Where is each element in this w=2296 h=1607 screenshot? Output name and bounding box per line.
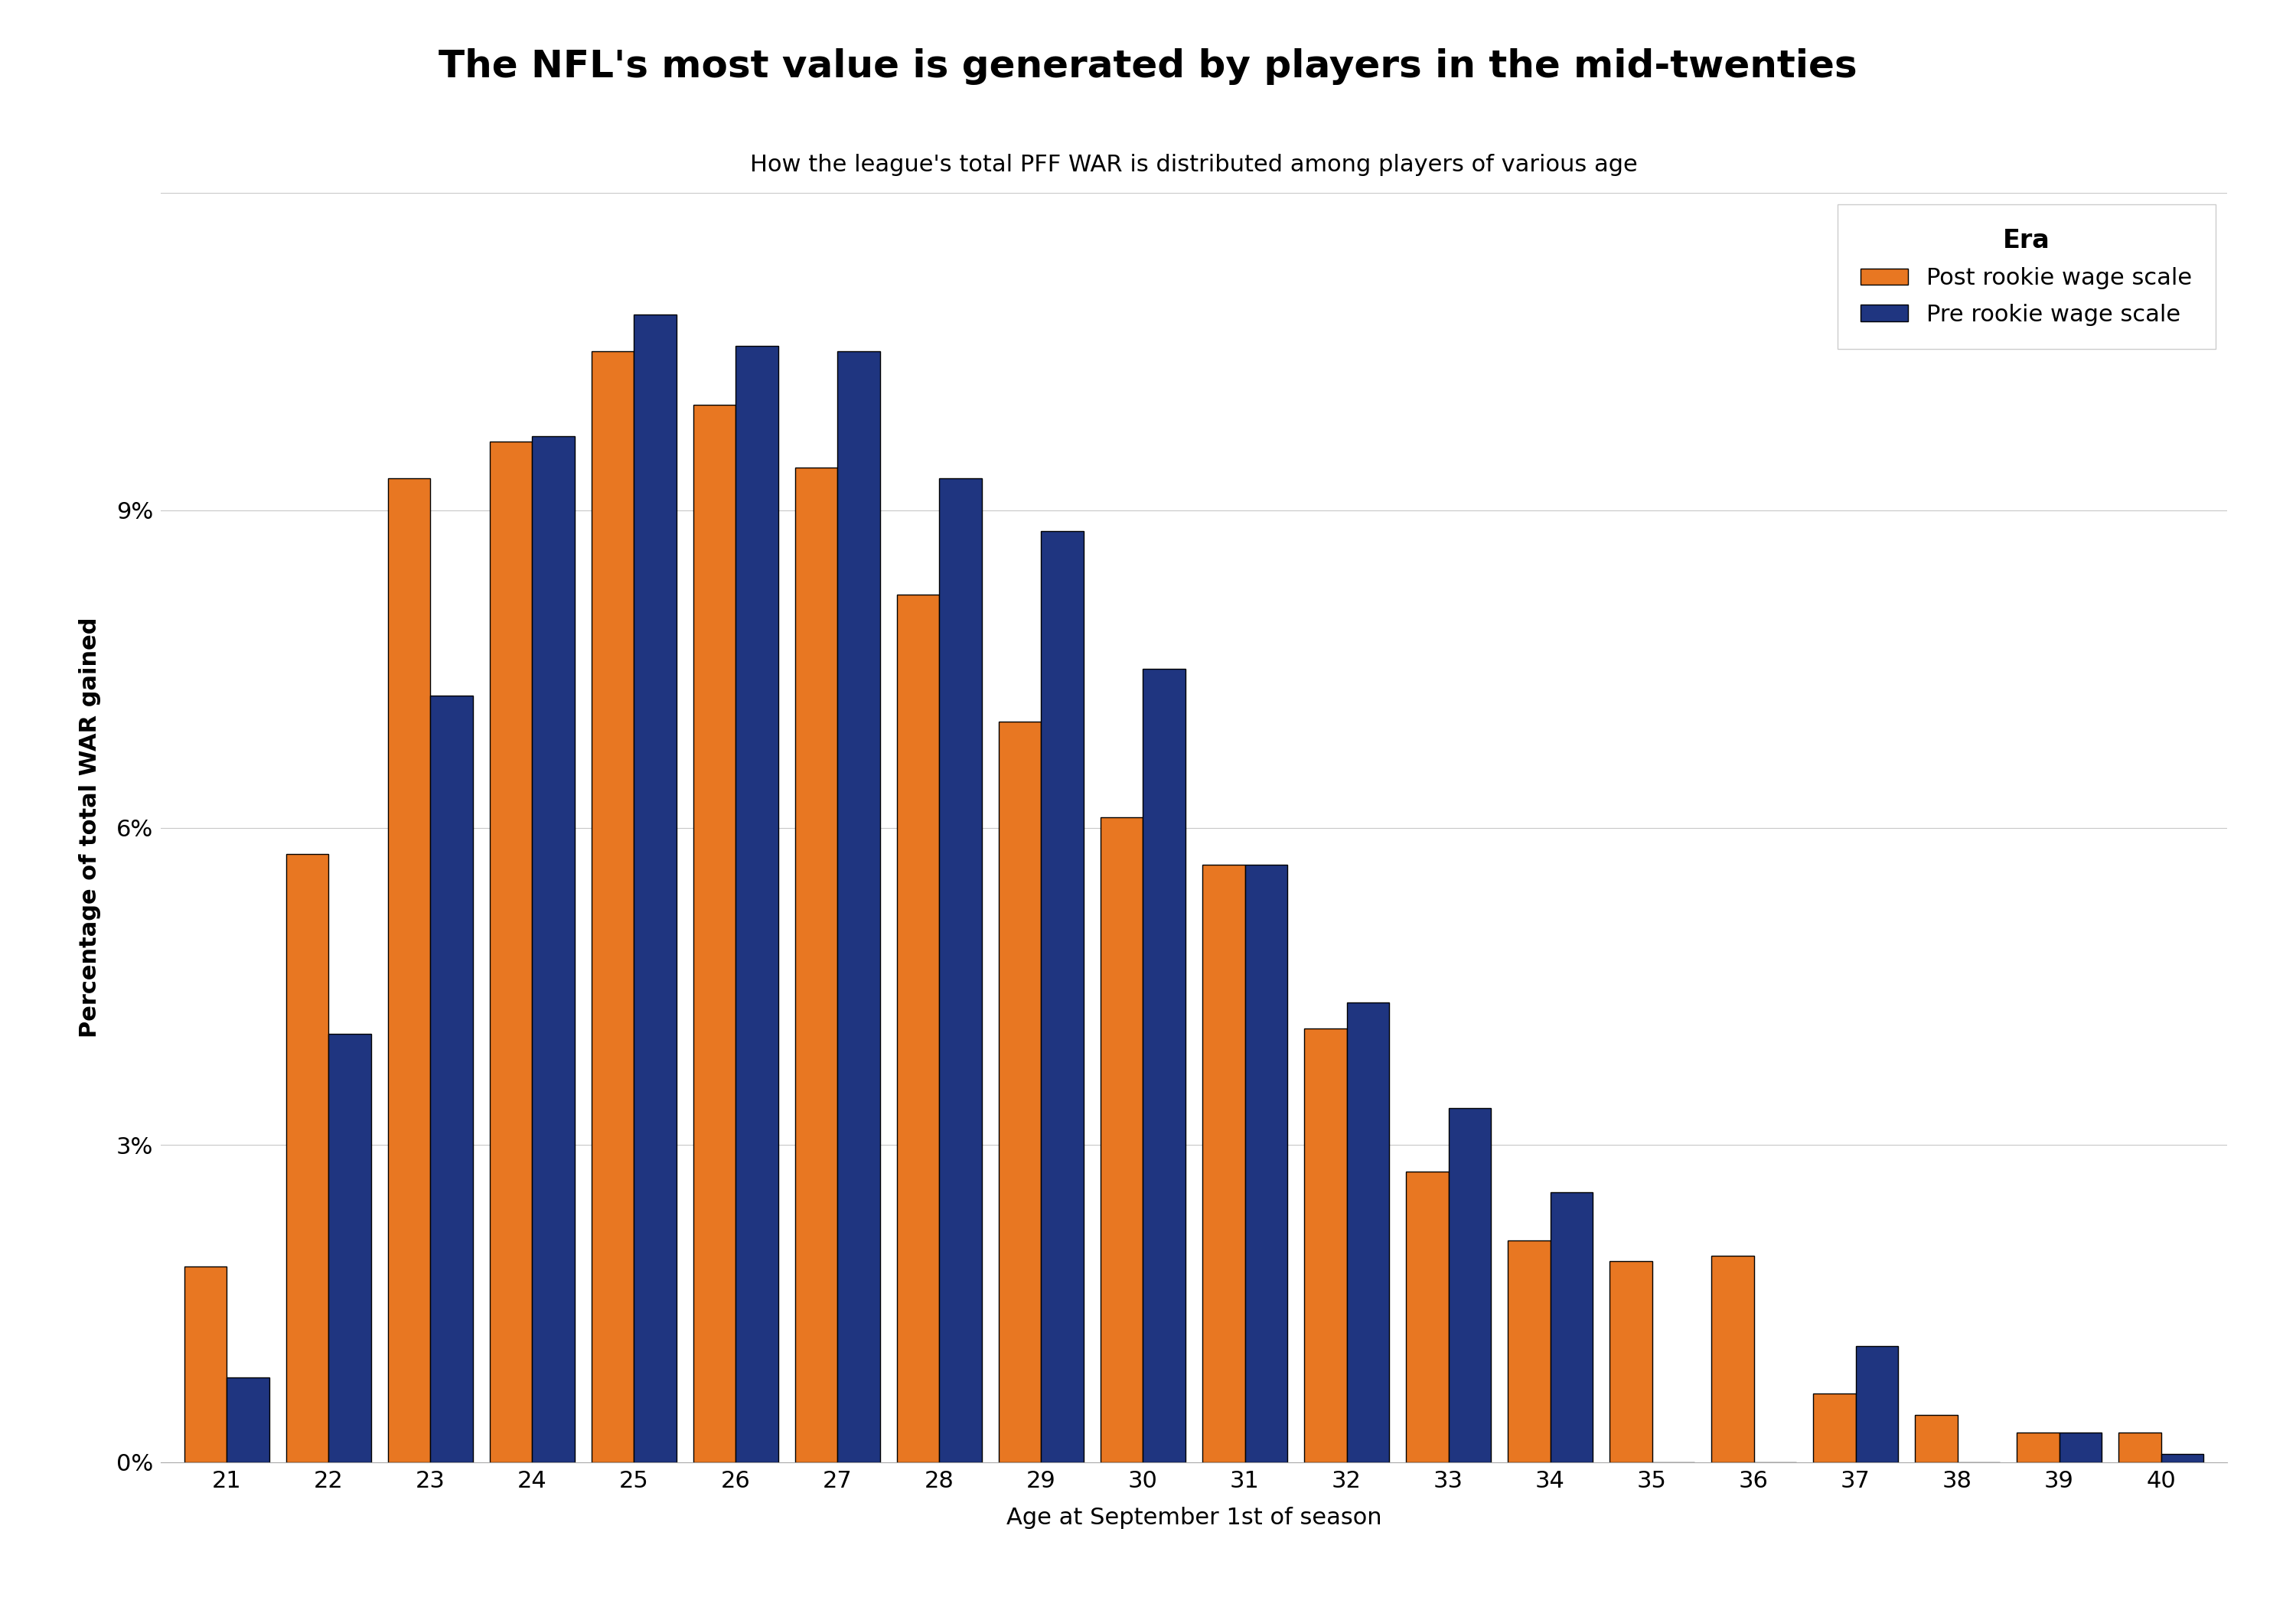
Legend: Post rookie wage scale, Pre rookie wage scale: Post rookie wage scale, Pre rookie wage … <box>1837 204 2216 349</box>
X-axis label: Age at September 1st of season: Age at September 1st of season <box>1006 1507 1382 1530</box>
Bar <box>1100 816 1143 1462</box>
Bar <box>1814 1393 1855 1462</box>
Bar <box>1550 1192 1593 1462</box>
Bar <box>939 479 983 1462</box>
Bar <box>2016 1433 2060 1462</box>
Bar <box>429 696 473 1462</box>
Text: The NFL's most value is generated by players in the mid-twenties: The NFL's most value is generated by pla… <box>439 48 1857 85</box>
Bar <box>533 435 574 1462</box>
Bar <box>184 1266 227 1462</box>
Bar <box>328 1033 372 1462</box>
Bar <box>693 405 735 1462</box>
Bar <box>1143 669 1185 1462</box>
Bar <box>1244 865 1288 1462</box>
Bar <box>794 468 838 1462</box>
Bar <box>1855 1347 1899 1462</box>
Bar <box>1040 532 1084 1462</box>
Bar <box>2119 1433 2161 1462</box>
Bar <box>1609 1261 1653 1462</box>
Y-axis label: Percentage of total WAR gained: Percentage of total WAR gained <box>78 617 101 1038</box>
Bar <box>634 315 677 1462</box>
Bar <box>838 352 879 1462</box>
Bar <box>1203 865 1244 1462</box>
Bar <box>489 442 533 1462</box>
Bar <box>1449 1107 1490 1462</box>
Bar <box>2060 1433 2101 1462</box>
Bar <box>592 352 634 1462</box>
Bar <box>227 1377 269 1462</box>
Bar <box>1304 1028 1348 1462</box>
Bar <box>1915 1414 1958 1462</box>
Bar <box>1508 1241 1550 1462</box>
Bar <box>388 479 429 1462</box>
Bar <box>287 853 328 1462</box>
Bar <box>1405 1172 1449 1462</box>
Bar <box>898 595 939 1462</box>
Bar <box>1348 1003 1389 1462</box>
Bar <box>2161 1454 2204 1462</box>
Bar <box>735 346 778 1462</box>
Bar <box>999 722 1040 1462</box>
Title: How the league's total PFF WAR is distributed among players of various age: How the league's total PFF WAR is distri… <box>751 154 1637 177</box>
Bar <box>1711 1257 1754 1462</box>
